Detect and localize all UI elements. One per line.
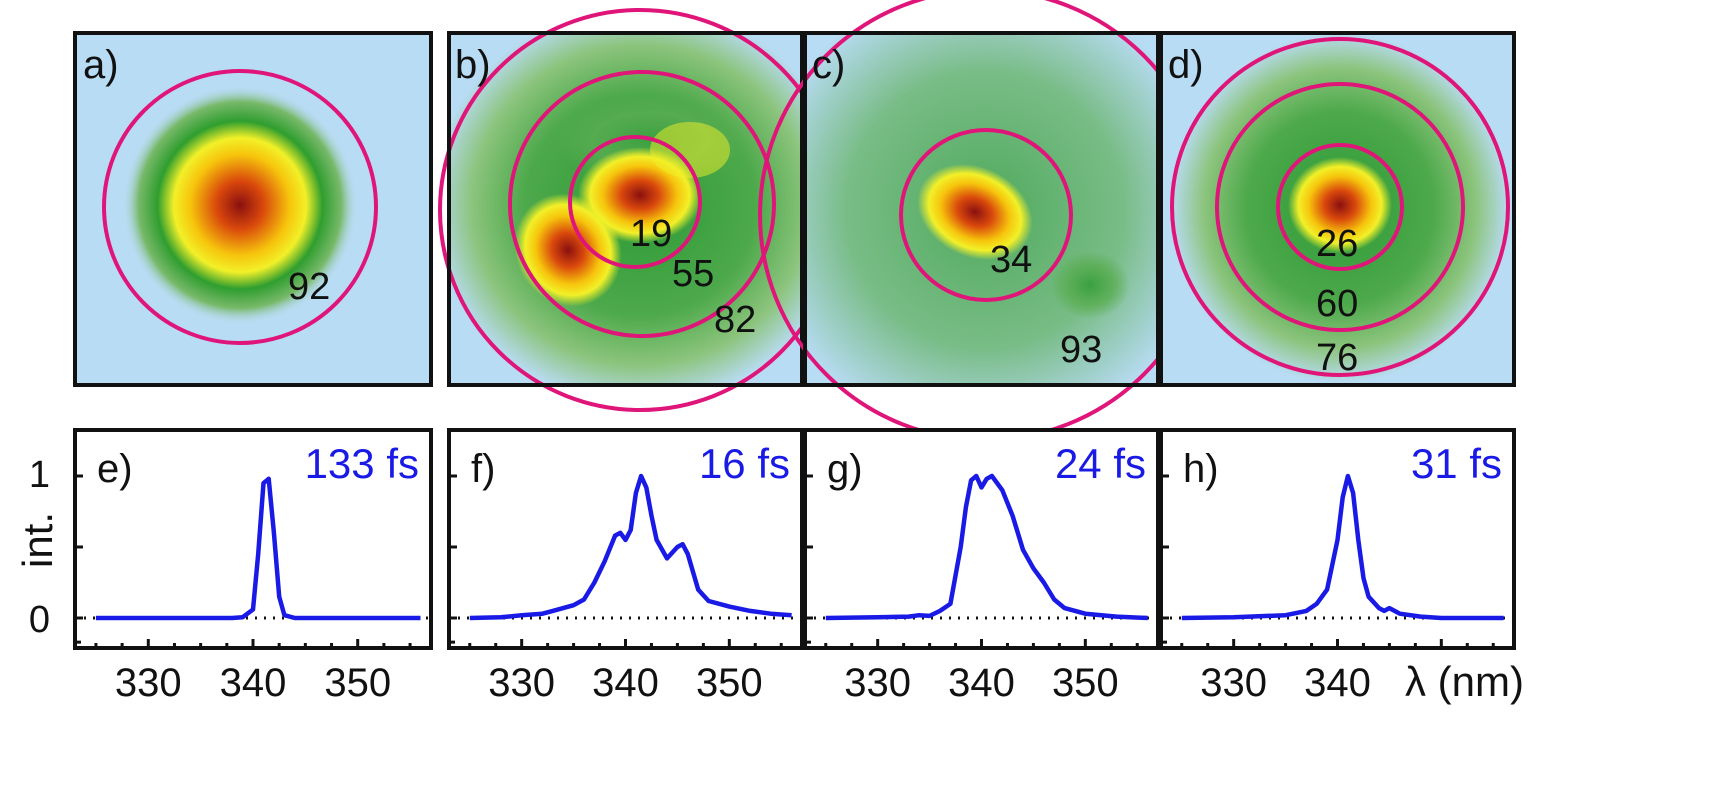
ring-c-label-2: 93 (1060, 329, 1102, 371)
x-axis-label: λ (nm) (1405, 658, 1524, 705)
spectrum-line-h (1181, 473, 1504, 621)
x-tick-label-g-330: 330 (844, 661, 911, 705)
x-tick-label-g-350: 350 (1052, 661, 1119, 705)
beam-panel-a: a) 92 (73, 31, 433, 387)
spectrum-line-g (825, 473, 1148, 621)
ring-c-1 (899, 128, 1073, 302)
ring-d-label-1: 26 (1316, 223, 1358, 265)
ring-d-1 (1276, 143, 1404, 271)
beam-panel-b-frame (447, 31, 804, 387)
ring-b-1 (568, 135, 702, 269)
pulse-duration-g: 24 fs (1055, 440, 1146, 487)
beam-panel-b-label: b) (455, 43, 491, 87)
beam-arc-b-2 (650, 122, 730, 178)
y-tick-label-1: 1 (29, 454, 50, 496)
spectrum-panel-g-frame (803, 428, 1160, 650)
beam-panel-d-frame (1159, 31, 1516, 387)
spectrum-panel-e-label: e) (97, 447, 133, 491)
beam-profile-a (122, 85, 358, 325)
spectrum-line-e (95, 476, 421, 621)
spectrum-line-f (469, 473, 792, 621)
beam-panel-a-frame (73, 31, 433, 387)
x-tick-label-g-340: 340 (948, 661, 1015, 705)
pulse-duration-f: 16 fs (699, 440, 790, 487)
ring-b-label-2: 55 (672, 253, 714, 295)
spectrum-panel-h-label: h) (1183, 447, 1219, 491)
beam-panel-c-label: c) (812, 43, 845, 87)
ring-d-label-3: 76 (1316, 337, 1358, 379)
ring-a-1 (102, 69, 378, 345)
beam-panel-b: b) 19 55 82 (438, 8, 842, 412)
ring-d-2 (1215, 82, 1465, 332)
beam-panel-d: d) 26 60 76 (1159, 31, 1516, 387)
x-tick-label-f-330: 330 (488, 661, 555, 705)
beam-panel-c: c) 34 93 (758, 0, 1212, 442)
ring-c-label-1: 34 (990, 239, 1032, 281)
x-tick-label-e-340: 340 (220, 661, 287, 705)
beam-panel-d-label: d) (1168, 43, 1204, 87)
x-tick-label-e-350: 350 (324, 661, 391, 705)
pulse-duration-e: 133 fs (305, 440, 419, 487)
beam-lobe-c-2 (1050, 251, 1130, 319)
ring-a-label-1: 92 (288, 266, 330, 308)
spectrum-panel-g-label: g) (827, 447, 863, 491)
beam-panel-c-frame (803, 31, 1160, 387)
x-tick-label-f-340: 340 (592, 661, 659, 705)
ring-d-label-2: 60 (1316, 283, 1358, 325)
y-axis-label: int. (14, 512, 61, 568)
x-tick-label-h-340: 340 (1304, 661, 1371, 705)
x-tick-label-f-350: 350 (696, 661, 763, 705)
ring-b-label-1: 19 (630, 213, 672, 255)
beam-core-d (1288, 157, 1392, 253)
beam-lobe-b-2 (514, 193, 622, 307)
beam-panel-a-label: a) (83, 43, 119, 87)
spectrum-panel-f-label: f) (471, 447, 495, 491)
beam-core-c (917, 163, 1033, 261)
x-tick-label-h-330: 330 (1200, 661, 1267, 705)
spectra-row: e) 133 fs 330 340 350 f) 16 fs 330 340 350 g) 24 fs… (73, 428, 1516, 705)
ring-d-3 (1170, 37, 1510, 377)
ring-b-label-3: 82 (714, 299, 756, 341)
x-tick-label-e-330: 330 (115, 661, 182, 705)
pulse-duration-h: 31 fs (1411, 440, 1502, 487)
y-tick-label-0: 0 (29, 599, 50, 641)
ring-b-2 (508, 70, 776, 338)
